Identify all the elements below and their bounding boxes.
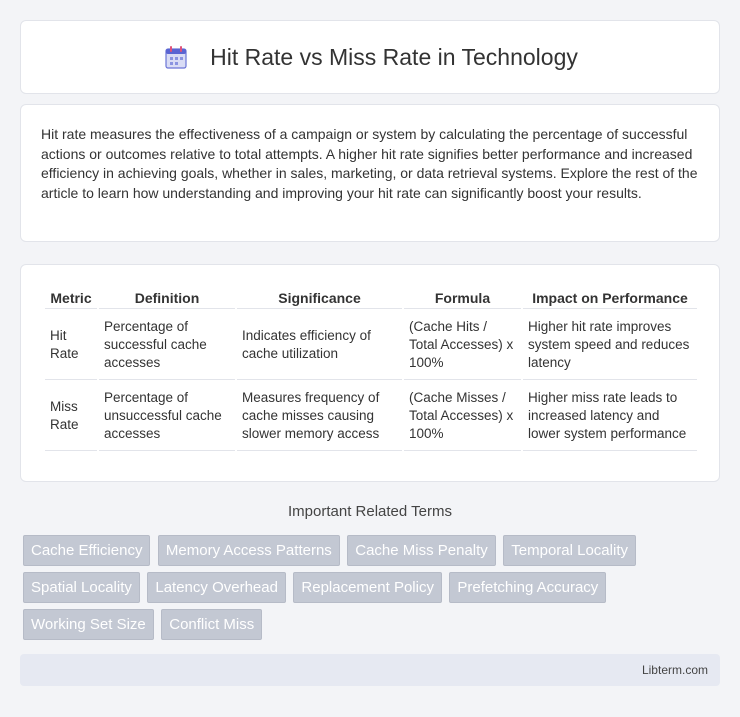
column-header: Impact on Performance bbox=[523, 287, 697, 309]
related-terms-list: Cache Efficiency Memory Access Patterns … bbox=[23, 535, 723, 646]
table-header-row: Metric Definition Significance Formula I… bbox=[45, 287, 697, 309]
term-tag[interactable]: Latency Overhead bbox=[147, 572, 286, 603]
comparison-table-card: Metric Definition Significance Formula I… bbox=[20, 264, 720, 482]
table-cell: Percentage of successful cache accesses bbox=[99, 311, 235, 380]
term-tag[interactable]: Cache Miss Penalty bbox=[347, 535, 496, 566]
table-cell: Higher miss rate leads to increased late… bbox=[523, 382, 697, 451]
column-header: Significance bbox=[237, 287, 402, 309]
intro-text: Hit rate measures the effectiveness of a… bbox=[41, 126, 698, 201]
table-cell: Indicates efficiency of cache utilizatio… bbox=[237, 311, 402, 380]
term-tag[interactable]: Replacement Policy bbox=[293, 572, 442, 603]
calendar-icon bbox=[162, 43, 190, 71]
header-card: Hit Rate vs Miss Rate in Technology bbox=[20, 20, 720, 94]
table-cell: (Cache Misses / Total Accesses) x 100% bbox=[404, 382, 521, 451]
table-cell: (Cache Hits / Total Accesses) x 100% bbox=[404, 311, 521, 380]
column-header: Formula bbox=[404, 287, 521, 309]
table-row: Hit Rate Percentage of successful cache … bbox=[45, 311, 697, 380]
term-tag[interactable]: Cache Efficiency bbox=[23, 535, 151, 566]
footer-site-link[interactable]: Libterm.com bbox=[641, 663, 708, 677]
footer: Libterm.com bbox=[20, 654, 720, 686]
page-title: Hit Rate vs Miss Rate in Technology bbox=[210, 43, 578, 70]
term-tag[interactable]: Temporal Locality bbox=[503, 535, 636, 566]
table-cell: Measures frequency of cache misses causi… bbox=[237, 382, 402, 451]
table-cell: Percentage of unsuccessful cache accesse… bbox=[99, 382, 235, 451]
term-tag[interactable]: Prefetching Accuracy bbox=[449, 572, 607, 603]
related-terms-title: Important Related Terms bbox=[288, 503, 452, 520]
term-tag[interactable]: Working Set Size bbox=[23, 609, 154, 640]
table-row: Miss Rate Percentage of unsuccessful cac… bbox=[45, 382, 697, 451]
term-tag[interactable]: Memory Access Patterns bbox=[157, 535, 340, 566]
table-cell: Hit Rate bbox=[45, 311, 97, 380]
term-tag[interactable]: Conflict Miss bbox=[161, 609, 263, 640]
table-cell: Higher hit rate improves system speed an… bbox=[523, 311, 697, 380]
intro-card: Hit rate measures the effectiveness of a… bbox=[20, 104, 720, 242]
comparison-table: Metric Definition Significance Formula I… bbox=[43, 285, 699, 453]
term-tag[interactable]: Spatial Locality bbox=[23, 572, 140, 603]
column-header: Definition bbox=[99, 287, 235, 309]
column-header: Metric bbox=[45, 287, 97, 309]
table-cell: Miss Rate bbox=[45, 382, 97, 451]
